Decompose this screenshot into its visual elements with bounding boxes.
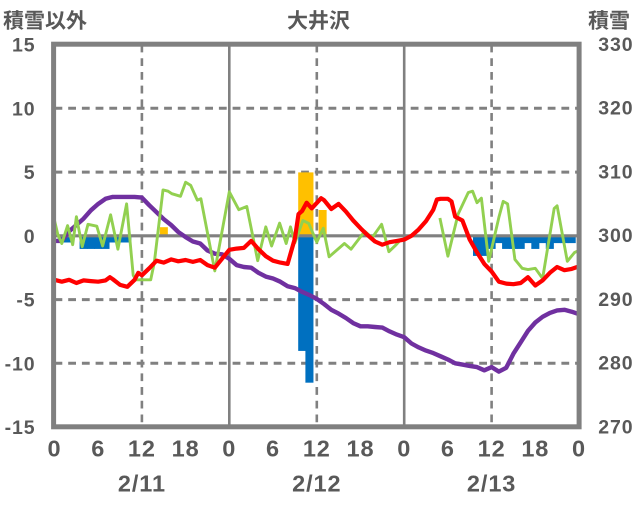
svg-text:290: 290: [598, 289, 633, 311]
svg-text:2/11: 2/11: [118, 471, 166, 497]
svg-text:2/13: 2/13: [467, 471, 516, 497]
svg-text:6: 6: [266, 436, 280, 462]
svg-text:6: 6: [91, 436, 105, 462]
svg-text:18: 18: [521, 436, 549, 462]
svg-text:18: 18: [172, 436, 200, 462]
svg-text:12: 12: [478, 436, 506, 462]
svg-text:-10: -10: [5, 353, 36, 375]
svg-text:15: 15: [12, 35, 36, 57]
svg-text:0: 0: [397, 436, 411, 462]
svg-text:310: 310: [598, 161, 633, 183]
svg-text:5: 5: [24, 162, 36, 184]
svg-text:0: 0: [48, 436, 62, 462]
svg-text:10: 10: [12, 98, 36, 120]
svg-text:-5: -5: [16, 290, 35, 312]
svg-text:18: 18: [347, 436, 375, 462]
svg-text:330: 330: [598, 34, 633, 56]
svg-text:0: 0: [572, 436, 586, 462]
svg-text:300: 300: [598, 225, 633, 247]
svg-text:270: 270: [598, 416, 633, 438]
svg-text:2/12: 2/12: [292, 471, 341, 497]
svg-text:-15: -15: [5, 417, 36, 439]
svg-text:280: 280: [598, 353, 633, 375]
svg-text:0: 0: [222, 436, 236, 462]
svg-text:0: 0: [24, 226, 36, 248]
svg-text:12: 12: [128, 436, 156, 462]
svg-text:6: 6: [441, 436, 455, 462]
svg-text:12: 12: [303, 436, 331, 462]
svg-text:320: 320: [598, 98, 633, 120]
